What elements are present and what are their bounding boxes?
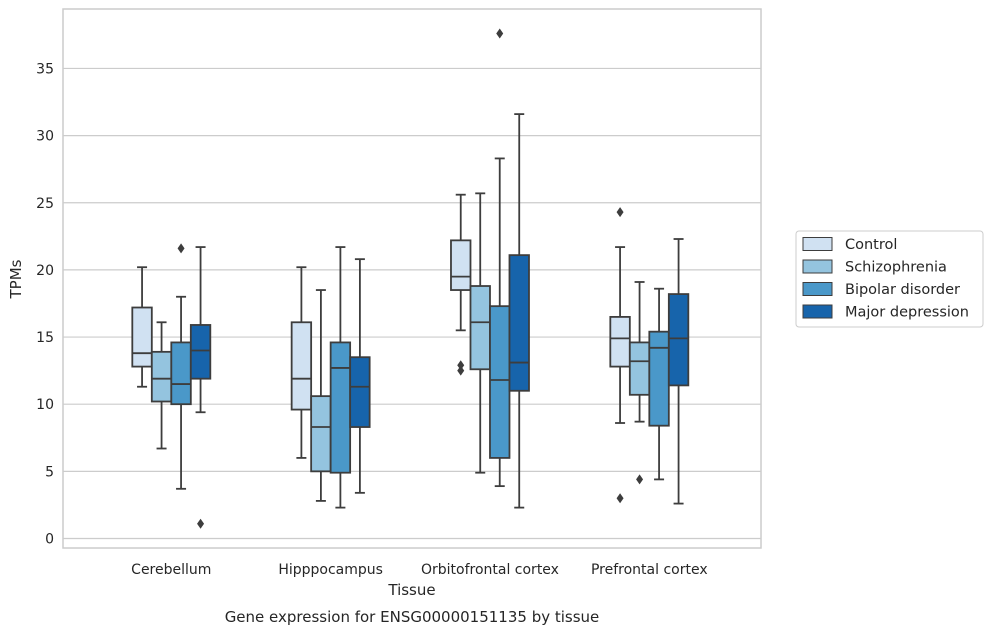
y-tick-label: 25 [36, 196, 54, 212]
box [290, 321, 313, 411]
box [131, 306, 153, 368]
x-tick-label: Orbitofrontal cortex [421, 562, 559, 578]
x-axis-label: Tissue [387, 581, 435, 599]
legend-swatch [802, 259, 833, 274]
box [489, 305, 511, 459]
box [450, 239, 472, 291]
box-major-depression [349, 258, 371, 494]
y-tick-label: 20 [36, 263, 54, 279]
y-tick-labels: 0 5 10 15 20 25 30 35 [36, 61, 54, 547]
legend-swatch [802, 282, 833, 296]
box-groups [131, 28, 690, 529]
figure-caption: Gene expression for ENSG00000151135 by t… [225, 608, 600, 626]
box-control [290, 266, 313, 459]
x-tick-label: Cerebellum [131, 562, 211, 578]
y-tick-label: 15 [36, 330, 54, 346]
y-tick-label: 5 [45, 464, 54, 480]
box [609, 316, 631, 368]
box-bipolar-disorder [648, 287, 670, 481]
box-schizophrenia [150, 321, 173, 450]
outlier-point [197, 518, 205, 529]
box [508, 254, 530, 392]
box [329, 341, 352, 474]
legend-frame [795, 230, 984, 328]
box [349, 356, 371, 428]
x-tick-label: Hipppocampus [278, 562, 383, 578]
box-control [450, 193, 472, 376]
x-tick-labels: Cerebellum Hipppocampus Orbitofrontal cort… [131, 562, 707, 578]
outlier-point [496, 28, 504, 39]
y-tick-label: 10 [36, 397, 54, 413]
y-axis-label: TPMs [7, 259, 25, 299]
box [667, 293, 690, 387]
box-control [131, 266, 153, 388]
box [648, 330, 670, 427]
box-bipolar-disorder [489, 28, 511, 488]
box [628, 341, 651, 396]
box [150, 350, 173, 403]
legend-label: Control [845, 237, 897, 253]
legend: Control Schizophrenia Bipolar disorder Majo… [795, 230, 984, 328]
outlier-point [177, 243, 185, 254]
legend-swatch [802, 237, 833, 251]
x-tick-label: Prefrontal cortex [591, 562, 708, 578]
legend-label: Schizophrenia [845, 260, 947, 276]
box [310, 395, 332, 473]
outlier-point [616, 493, 624, 504]
legend-label: Major depression [845, 305, 969, 321]
plot-area [62, 8, 762, 549]
y-tick-label: 30 [36, 129, 54, 145]
legend-swatch [802, 304, 833, 319]
box [469, 285, 491, 371]
box [189, 324, 212, 380]
legend-label: Bipolar disorder [845, 282, 960, 298]
box-major-depression [189, 246, 212, 529]
box-major-depression [508, 113, 530, 509]
outlier-point [616, 207, 624, 218]
box-control [609, 207, 631, 504]
box-major-depression [667, 238, 690, 505]
box [170, 341, 192, 406]
outlier-point [636, 474, 644, 485]
y-tick-label: 35 [36, 61, 54, 77]
outlier-point [457, 365, 465, 376]
outlier-point [457, 360, 465, 371]
y-tick-label: 0 [45, 532, 54, 548]
